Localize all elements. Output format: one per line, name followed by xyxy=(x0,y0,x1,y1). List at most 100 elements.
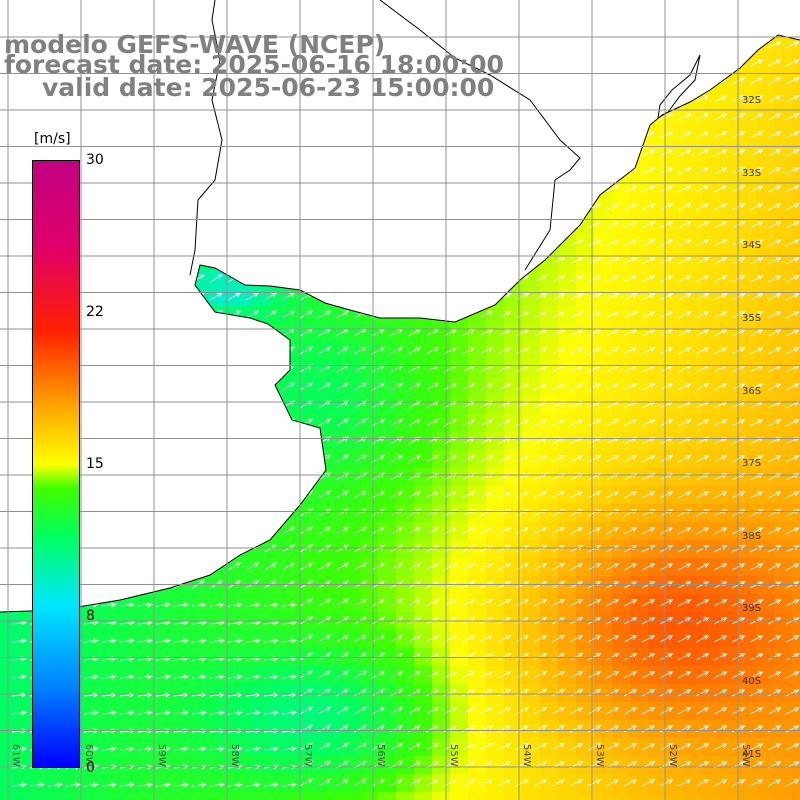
wind-cell xyxy=(684,306,703,325)
wind-arrow xyxy=(677,635,692,643)
wind-cell xyxy=(666,252,685,271)
wind-cell xyxy=(774,558,793,577)
wind-cell xyxy=(774,306,793,325)
wind-cell xyxy=(648,540,667,559)
wind-cell xyxy=(378,378,397,397)
wind-arrow xyxy=(623,275,638,283)
wind-cell xyxy=(144,738,163,757)
wind-arrow xyxy=(659,257,674,265)
wind-cell xyxy=(90,630,109,649)
wind-cell xyxy=(684,180,703,199)
wind-cell xyxy=(432,324,451,343)
wind-cell xyxy=(648,756,667,775)
wind-arrow xyxy=(479,688,494,697)
wind-cell xyxy=(252,594,271,613)
wind-cell xyxy=(666,558,685,577)
wind-cell xyxy=(288,378,307,397)
wind-cell xyxy=(648,378,667,397)
wind-cell xyxy=(558,342,577,361)
wind-cell xyxy=(684,756,703,775)
wind-cell xyxy=(522,540,541,559)
wind-arrow xyxy=(695,149,710,157)
wind-arrow xyxy=(641,779,656,787)
wind-arrow xyxy=(83,782,99,788)
wind-arrow xyxy=(29,782,45,788)
wind-cell xyxy=(666,522,685,541)
wind-arrow xyxy=(605,329,620,337)
wind-cell xyxy=(432,414,451,433)
wind-arrow xyxy=(587,671,602,679)
wind-arrow xyxy=(407,634,422,643)
wind-arrow xyxy=(227,562,242,571)
wind-arrow xyxy=(461,706,476,715)
wind-arrow xyxy=(569,779,584,787)
wind-arrow xyxy=(695,419,710,427)
wind-arrow xyxy=(551,311,566,319)
wind-arrow xyxy=(677,239,692,247)
wind-cell xyxy=(540,792,559,800)
wind-cell xyxy=(396,378,415,397)
wind-cell xyxy=(774,180,793,199)
wind-arrow xyxy=(371,346,386,355)
wind-cell xyxy=(720,216,739,235)
wind-arrow xyxy=(605,203,620,211)
wind-cell xyxy=(756,558,775,577)
wind-cell xyxy=(162,666,181,685)
wind-cell xyxy=(612,576,631,595)
wind-cell xyxy=(756,108,775,127)
wind-arrow xyxy=(317,598,332,607)
wind-arrow xyxy=(659,203,674,211)
wind-arrow xyxy=(785,293,800,301)
wind-arrow xyxy=(785,545,800,553)
wind-arrow xyxy=(533,689,548,697)
wind-cell xyxy=(234,576,253,595)
wind-cell xyxy=(666,738,685,757)
wind-cell xyxy=(198,666,217,685)
wind-cell xyxy=(738,702,757,721)
wind-arrow xyxy=(749,221,764,229)
wind-cell xyxy=(720,468,739,487)
wind-cell xyxy=(504,324,523,343)
wind-arrow xyxy=(749,653,764,661)
wind-cell xyxy=(180,630,199,649)
wind-arrow xyxy=(695,221,710,229)
wind-cell xyxy=(594,414,613,433)
wind-arrow xyxy=(353,652,368,661)
wind-cell xyxy=(126,738,145,757)
lon-label-55w: 55W xyxy=(448,744,459,767)
wind-arrow xyxy=(767,455,782,463)
wind-arrow xyxy=(389,382,404,391)
wind-cell xyxy=(756,144,775,163)
wind-arrow xyxy=(83,710,99,716)
wind-cell xyxy=(702,252,721,271)
wind-cell xyxy=(630,792,649,800)
wind-cell xyxy=(324,558,343,577)
wind-arrow xyxy=(695,635,710,643)
wind-cell xyxy=(684,234,703,253)
uruguay-river-border xyxy=(189,0,223,276)
wind-cell xyxy=(486,450,505,469)
wind-arrow xyxy=(785,743,800,751)
wind-arrow xyxy=(515,382,530,391)
wind-cell xyxy=(684,684,703,703)
wind-arrow xyxy=(515,670,530,679)
wind-cell xyxy=(126,594,145,613)
wind-cell xyxy=(324,756,343,775)
wind-arrow xyxy=(425,778,440,787)
wind-cell xyxy=(540,486,559,505)
wind-arrow xyxy=(641,311,656,319)
wind-arrow xyxy=(785,455,800,463)
wind-arrow xyxy=(425,454,440,463)
wind-cell xyxy=(648,630,667,649)
wind-cell xyxy=(144,720,163,739)
wind-arrow xyxy=(695,203,710,211)
wind-cell xyxy=(486,576,505,595)
wind-cell xyxy=(738,504,757,523)
wind-cell xyxy=(468,432,487,451)
wind-cell xyxy=(720,360,739,379)
wind-arrow xyxy=(317,562,332,571)
wind-cell xyxy=(522,432,541,451)
wind-arrow xyxy=(677,383,692,391)
wind-arrow xyxy=(623,491,638,499)
wind-cell xyxy=(738,306,757,325)
